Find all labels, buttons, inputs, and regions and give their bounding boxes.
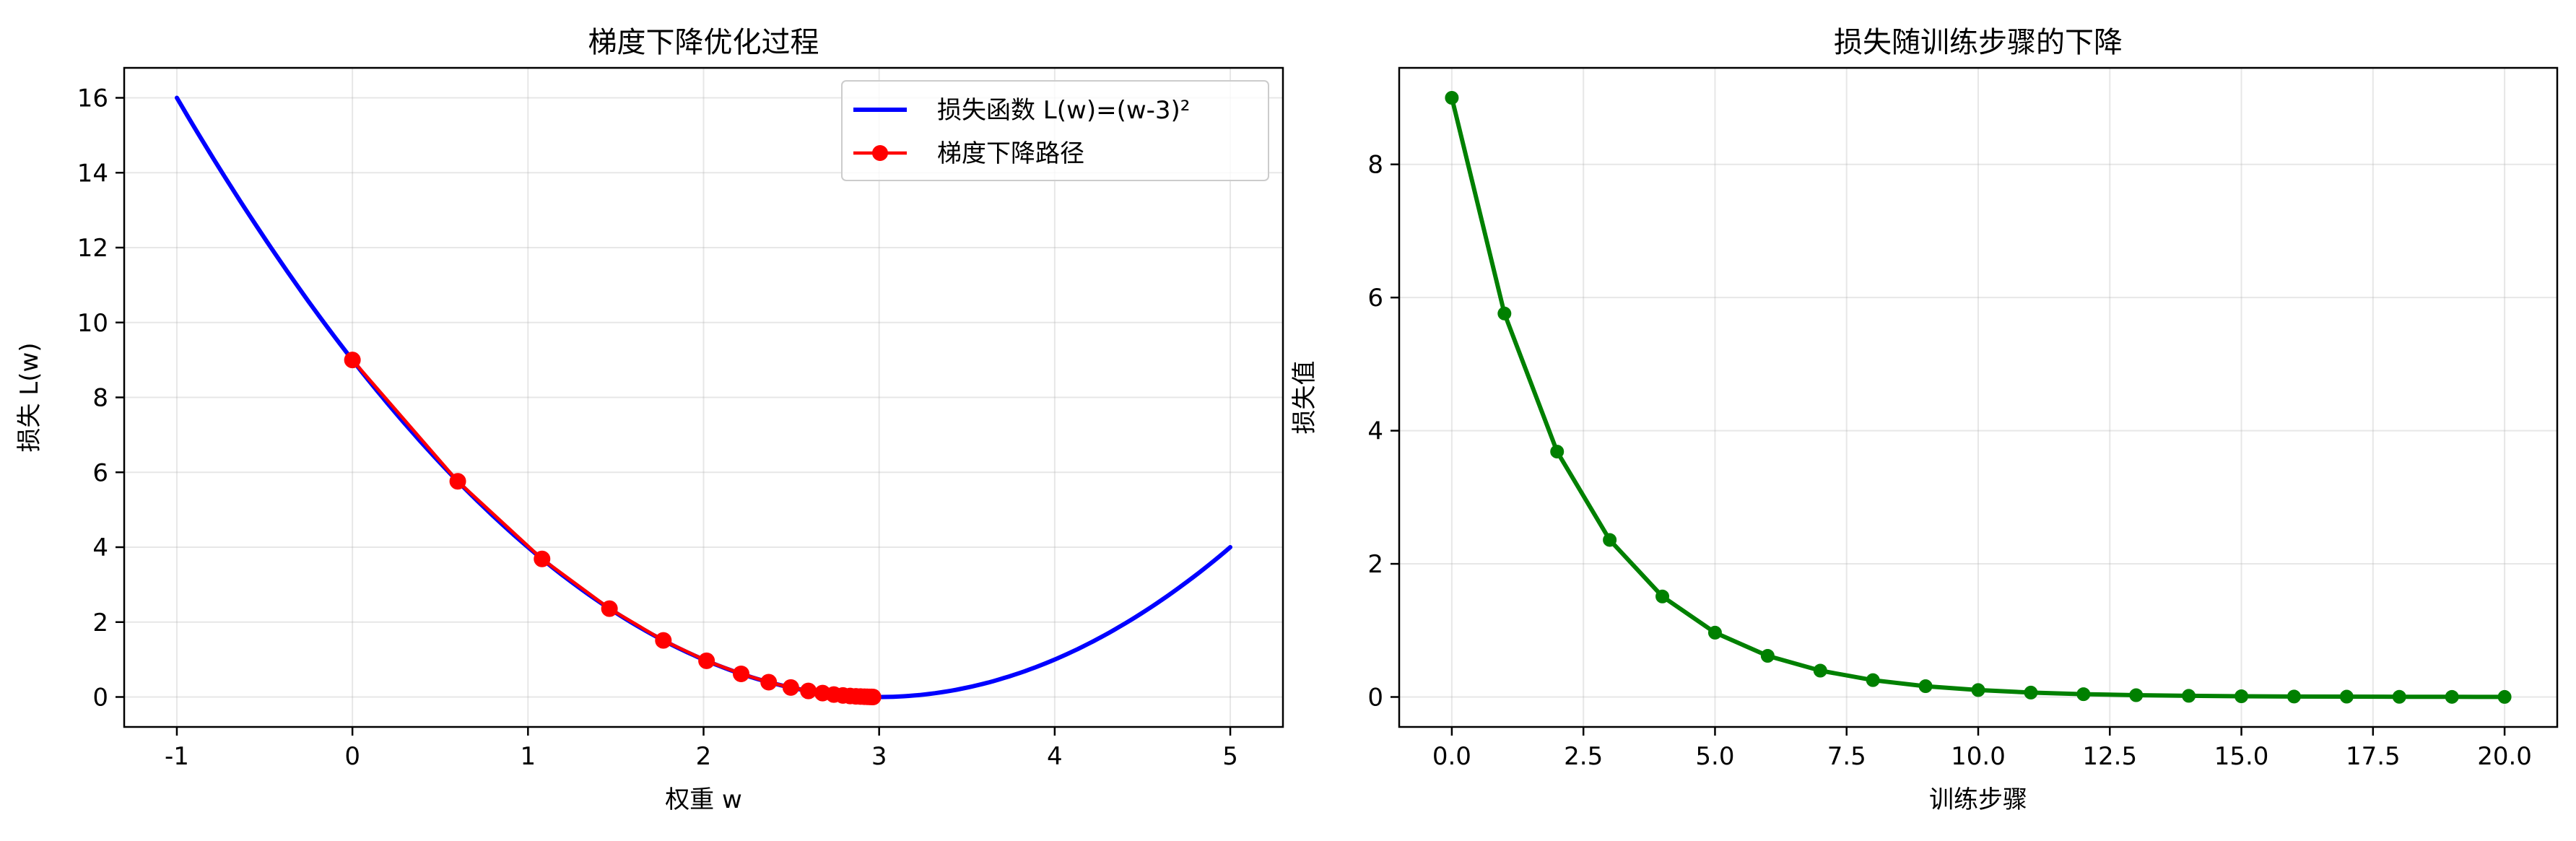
loss-point [1971, 683, 1985, 697]
x-tick-label: 2 [696, 742, 712, 771]
x-tick-label: 15.0 [2214, 742, 2269, 771]
grid [1399, 68, 2557, 727]
plot-area [1445, 91, 2512, 704]
loss-point [1760, 649, 1775, 663]
y-axis-label: 损失 L(w) [15, 342, 44, 452]
loss-point [1866, 673, 1880, 687]
y-tick-label: 0 [92, 684, 108, 713]
chart-title: 损失随训练步骤的下降 [1834, 26, 2123, 59]
loss-point [1655, 589, 1670, 603]
descent-path-point [800, 682, 817, 700]
legend: 损失函数 L(w)=(w-3)² 梯度下降路径 [841, 80, 1269, 181]
descent-path-point [655, 632, 672, 649]
descent-path-point [534, 550, 551, 567]
legend-marker-descent-path [872, 145, 888, 161]
descent-path-point [449, 473, 466, 490]
x-tick-label: 10.0 [1951, 742, 2006, 771]
x-tick-label: 1 [520, 742, 536, 771]
x-tick-label: 3 [871, 742, 887, 771]
x-tick-label: 4 [1047, 742, 1063, 771]
loss-point [1707, 625, 1722, 640]
y-tick-label: 4 [92, 533, 108, 562]
loss-point [2392, 689, 2406, 704]
loss-point [1813, 663, 1827, 678]
descent-path-point [864, 688, 882, 705]
chart-title: 梯度下降优化过程 [588, 26, 819, 59]
loss-point [2497, 689, 2512, 704]
loss-point [2076, 687, 2091, 702]
loss-point [1918, 679, 1933, 694]
axes-frame [1398, 66, 2559, 728]
descent-path-line [350, 358, 875, 699]
descent-path-point [760, 674, 778, 691]
x-tick-label: 20.0 [2477, 742, 2532, 771]
descent-path-point [601, 600, 618, 617]
x-tick-label: 0.0 [1432, 742, 1471, 771]
chart-gradient-descent: 梯度下降优化过程 权重 w 损失 L(w) -1 0 1 2 3 4 50246810121… [15, 26, 1284, 814]
descent-path-point [344, 352, 361, 369]
y-tick-label: 16 [77, 84, 108, 113]
chart-loss-over-steps: 损失随训练步骤的下降 训练步骤 损失值 0.0 2.5 5.0 7.5 10.0 12.5… [1290, 26, 2559, 814]
y-tick-label: 2 [1367, 550, 1383, 579]
descent-path-point [698, 652, 715, 669]
x-axis-label: 训练步骤 [1929, 785, 2027, 814]
x-tick-label: 5.0 [1695, 742, 1734, 771]
legend-label-descent-path: 梯度下降路径 [937, 139, 1084, 168]
loss-point [2286, 689, 2301, 704]
descent-path-point [782, 679, 799, 696]
x-tick-label: 0 [344, 742, 360, 771]
loss-point [2445, 689, 2459, 704]
loss-point [2024, 685, 2038, 700]
axes-frame [123, 66, 1284, 728]
loss-point [1497, 306, 1512, 321]
loss-point [2339, 689, 2354, 704]
y-tick-label: 4 [1367, 417, 1383, 446]
axis-ticks: 0.0 2.5 5.0 7.5 10.0 12.5 15.0 17.5 20.0 0 2 4 6 8 [1367, 151, 2532, 771]
loss-point [1603, 533, 1617, 547]
y-tick-label: 0 [1367, 684, 1383, 713]
x-tick-label: 5 [1222, 742, 1238, 771]
y-tick-label: 6 [92, 458, 108, 487]
y-tick-label: 14 [77, 159, 108, 188]
x-axis-label: 权重 w [665, 785, 742, 814]
x-tick-label: 17.5 [2346, 742, 2401, 771]
y-tick-label: 8 [92, 384, 108, 413]
loss-point [1445, 91, 1459, 105]
legend-box [841, 80, 1269, 181]
loss-point [2235, 689, 2249, 703]
descent-path-point [733, 665, 750, 682]
loss-point [1550, 445, 1565, 459]
x-tick-label: 12.5 [2082, 742, 2137, 771]
plot-area [175, 95, 1232, 705]
y-axis-label: 损失值 [1290, 361, 1319, 435]
legend-label-loss-curve: 损失函数 L(w)=(w-3)² [937, 96, 1190, 125]
y-tick-label: 2 [92, 609, 108, 637]
x-tick-label: 7.5 [1827, 742, 1866, 771]
x-tick-label: -1 [165, 742, 189, 771]
loss-point [2182, 689, 2196, 703]
y-tick-label: 8 [1367, 151, 1383, 180]
y-tick-label: 10 [77, 309, 108, 338]
y-tick-label: 12 [77, 234, 108, 263]
x-tick-label: 2.5 [1564, 742, 1603, 771]
loss-point [2129, 688, 2144, 702]
y-tick-label: 6 [1367, 284, 1383, 313]
